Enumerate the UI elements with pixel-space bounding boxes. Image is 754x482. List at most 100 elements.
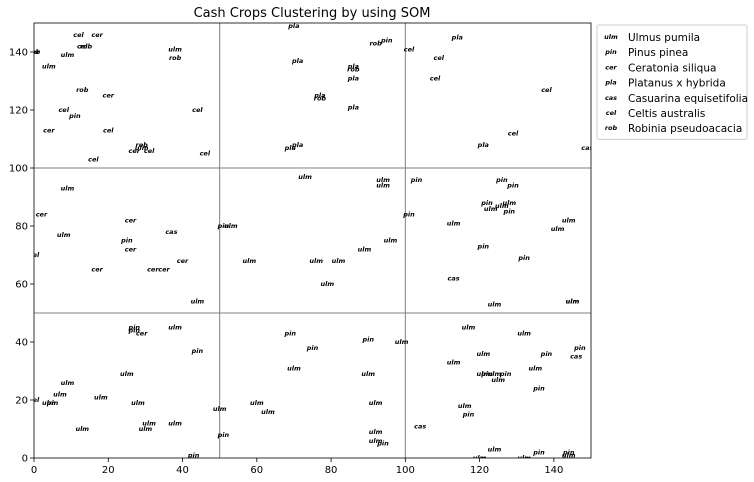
point-ulm: ulm	[224, 222, 238, 230]
x-tick-label: 100	[396, 465, 415, 476]
point-pin: pin	[532, 448, 545, 456]
point-cel: cel	[103, 127, 114, 135]
point-ulm: ulm	[332, 257, 346, 265]
point-ulm: ulm	[369, 437, 383, 445]
point-rob: rob	[76, 86, 89, 94]
legend-box	[596, 24, 748, 140]
point-cer: cer	[125, 245, 137, 253]
legend: ulm Ulmus pumila pin Pinus pinea cer Ceratoni…	[596, 24, 748, 140]
point-pin: pin	[120, 237, 133, 245]
series-cel: celcelcelcelcelcelcelcelcelcelcelcelcelc…	[29, 31, 552, 404]
point-cas: cas	[570, 353, 582, 361]
point-ulm: ulm	[75, 425, 89, 433]
point-ulm: ulm	[502, 199, 516, 207]
x-tick-label: 140	[544, 465, 563, 476]
point-ulm: ulm	[53, 390, 67, 398]
y-tick-label: 0	[22, 454, 28, 465]
point-ulm: ulm	[57, 231, 71, 239]
point-ulm: ulm	[250, 399, 264, 407]
x-tick-label: 120	[470, 465, 489, 476]
point-pin: pin	[217, 222, 230, 230]
point-pla: pla	[477, 141, 489, 149]
point-ulm: ulm	[135, 144, 149, 152]
point-pin: pin	[410, 176, 423, 184]
series-rob: rob rob rob rob rob rob rob rob	[34, 40, 382, 150]
legend-label-cer: Ceratonia siliqua	[628, 62, 716, 74]
point-ulm: ulm	[491, 376, 505, 384]
point-cel: cel	[200, 150, 211, 158]
point-rob: rob	[369, 40, 382, 48]
point-ulm: ulm	[191, 298, 205, 306]
point-pin: pin	[506, 182, 519, 190]
legend-marker-ulm: ulm	[604, 33, 618, 41]
point-cer: cer	[136, 330, 148, 338]
point-ulm: ulm	[488, 446, 502, 454]
point-ulm: ulm	[139, 425, 153, 433]
point-pin: pin	[477, 243, 490, 251]
point-pin: pin	[217, 431, 230, 439]
point-pin: pin	[462, 411, 475, 419]
point-ulm: ulm	[458, 402, 472, 410]
point-pin: pin	[361, 335, 374, 343]
point-cel: cel	[29, 251, 40, 259]
point-ulm: ulm	[462, 324, 476, 332]
point-rob: rob	[80, 42, 93, 50]
point-rob: rob	[347, 66, 360, 74]
point-cel: cel	[404, 45, 415, 53]
point-pin: pin	[480, 199, 493, 207]
legend-label-pla: Platanus x hybrida	[628, 78, 726, 90]
point-ulm: ulm	[168, 324, 182, 332]
point-pla: pla	[347, 63, 359, 71]
point-ulm: ulm	[551, 225, 565, 233]
point-pla: pla	[284, 144, 296, 152]
point-pin: pin	[495, 176, 508, 184]
point-ulm: ulm	[473, 454, 487, 462]
y-tick-label: 80	[15, 222, 28, 233]
point-ulm: ulm	[287, 364, 301, 372]
point-cer: cer	[28, 48, 40, 56]
point-cer: cer	[43, 127, 55, 135]
point-pin: pin	[402, 211, 415, 219]
point-pla: pla	[291, 57, 303, 65]
legend-label-ulm: Ulmus pumila	[628, 32, 700, 44]
point-pla: pla	[287, 22, 299, 30]
point-pin: pin	[532, 385, 545, 393]
series-pin: pin pin pin pin pin pin pin pin pin pin pin pin pin p…	[46, 37, 586, 458]
point-ulm: ulm	[562, 216, 576, 224]
point-cas: cas	[414, 422, 426, 430]
point-pin: pin	[499, 370, 512, 378]
point-pin: pin	[503, 208, 516, 216]
point-ulm: ulm	[61, 379, 75, 387]
point-ulm: ulm	[261, 408, 275, 416]
y-tick-label: 140	[9, 48, 28, 59]
point-pin: pin	[517, 254, 530, 262]
point-ulm: ulm	[213, 405, 227, 413]
point-pin: pin	[283, 330, 296, 338]
point-cel: cel	[77, 42, 88, 50]
point-ulm: ulm	[61, 185, 75, 193]
point-ulm: ulm	[476, 370, 490, 378]
point-pin: pin	[68, 112, 81, 120]
point-cel: cel	[434, 54, 445, 62]
point-ulm: ulm	[61, 51, 75, 59]
point-cas: cas	[165, 228, 177, 236]
y-tick-label: 40	[15, 338, 28, 349]
point-pin: pin	[306, 344, 319, 352]
point-ulm: ulm	[358, 245, 372, 253]
point-cer: cer	[125, 216, 137, 224]
point-cel: cel	[58, 106, 69, 114]
legend-marker-pin: pin	[604, 48, 617, 56]
point-ulm: ulm	[42, 63, 56, 71]
point-cer: cer	[147, 266, 159, 274]
point-cer: cer	[91, 31, 103, 39]
point-ulm: ulm	[120, 370, 134, 378]
point-cel: cel	[73, 31, 84, 39]
point-pla: pla	[347, 103, 359, 111]
x-tick-label: 60	[250, 465, 263, 476]
point-cel: cel	[541, 86, 552, 94]
